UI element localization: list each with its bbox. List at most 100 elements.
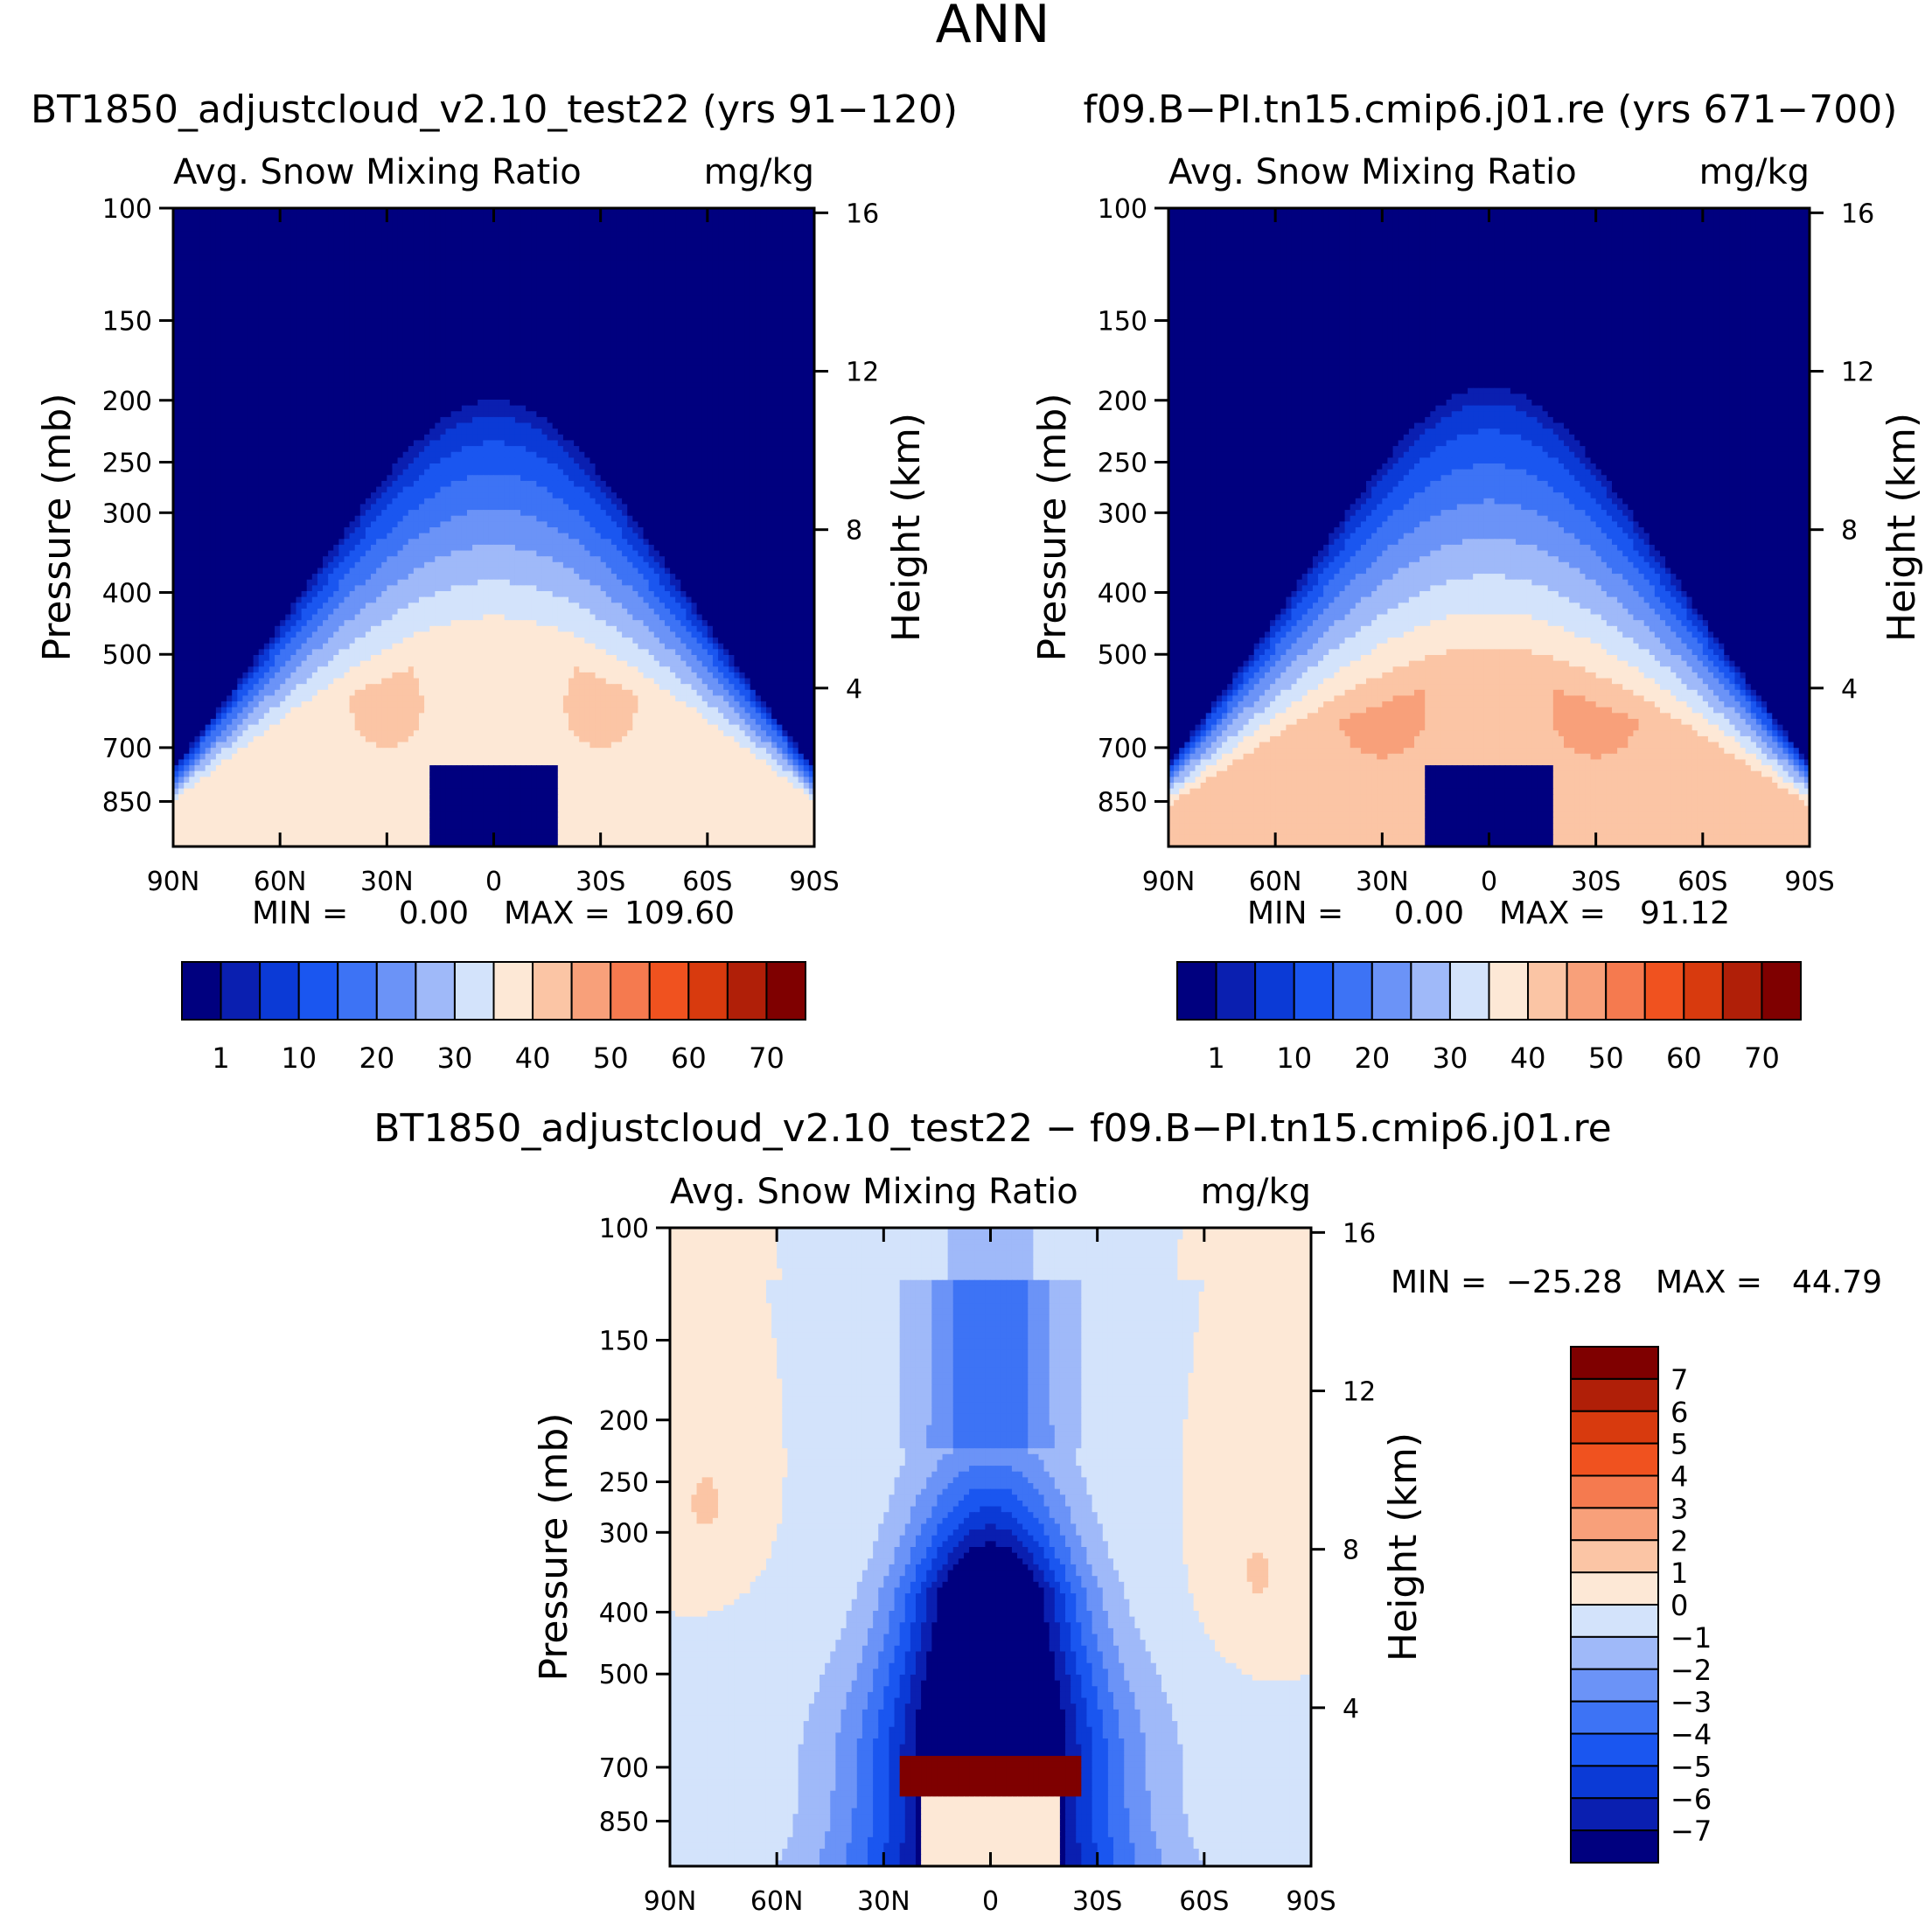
field-cell	[568, 405, 575, 412]
field-cell	[670, 330, 676, 337]
field-cell	[808, 382, 814, 389]
field-cell	[285, 277, 291, 284]
field-cell	[616, 219, 623, 226]
field-cell	[402, 422, 409, 429]
field-cell	[622, 260, 628, 267]
field-cell	[210, 336, 217, 343]
field-cell	[520, 318, 527, 325]
field-cell	[509, 312, 516, 319]
field-cell	[499, 283, 506, 290]
field-cell	[189, 365, 196, 372]
field-cell	[354, 411, 361, 418]
field-cell	[269, 405, 276, 412]
field-cell	[718, 336, 724, 343]
field-cell	[365, 301, 372, 308]
field-cell	[258, 347, 265, 354]
field-cell	[478, 359, 484, 366]
field-cell	[184, 318, 190, 325]
field-cell	[499, 400, 506, 407]
field-cell	[376, 347, 382, 354]
field-cell	[397, 365, 404, 372]
field-cell	[707, 266, 714, 273]
field-cell	[381, 330, 387, 337]
field-cell	[712, 434, 719, 442]
field-cell	[285, 237, 291, 244]
field-cell	[178, 440, 185, 447]
field-cell	[595, 306, 602, 314]
field-cell	[280, 295, 286, 302]
field-cell	[199, 336, 206, 343]
field-cell	[755, 365, 762, 372]
field-cell	[787, 266, 794, 273]
field-cell	[755, 405, 762, 412]
field-cell	[199, 434, 206, 442]
field-cell	[514, 248, 521, 255]
field-cell	[280, 434, 286, 442]
field-cell	[664, 376, 671, 383]
field-cell	[568, 336, 575, 343]
field-cell	[520, 306, 527, 314]
field-cell	[483, 301, 489, 308]
field-cell	[306, 434, 313, 442]
field-cell	[344, 376, 351, 383]
field-cell	[344, 254, 351, 261]
field-cell	[445, 394, 452, 401]
field-cell	[493, 231, 500, 238]
field-cell	[782, 237, 789, 244]
field-cell	[574, 405, 580, 412]
field-cell	[237, 428, 244, 435]
field-cell	[739, 416, 746, 424]
field-cell	[595, 225, 602, 233]
field-cell	[744, 260, 751, 267]
field-cell	[194, 242, 201, 250]
field-cell	[466, 382, 473, 389]
field-cell	[653, 405, 660, 412]
field-cell	[344, 416, 351, 424]
field-cell	[381, 324, 387, 331]
field-cell	[675, 352, 681, 360]
field-cell	[707, 434, 714, 442]
field-cell	[782, 394, 789, 401]
field-cell	[306, 440, 313, 447]
field-cell	[285, 248, 291, 255]
field-cell	[189, 336, 196, 343]
field-cell	[418, 446, 425, 453]
field-cell	[237, 352, 244, 360]
field-cell	[616, 336, 623, 343]
field-cell	[359, 254, 366, 261]
field-cell	[397, 306, 404, 314]
field-cell	[514, 359, 521, 366]
field-cell	[787, 231, 794, 238]
field-cell	[526, 237, 532, 244]
field-cell	[729, 428, 735, 435]
field-cell	[483, 248, 489, 255]
field-cell	[461, 336, 468, 343]
field-cell	[338, 382, 345, 389]
field-cell	[514, 434, 521, 442]
field-cell	[600, 394, 607, 401]
field-cell	[541, 208, 548, 215]
field-cell	[536, 318, 543, 325]
field-cell	[429, 352, 436, 360]
field-cell	[509, 365, 516, 372]
field-cell	[605, 347, 612, 354]
field-cell	[397, 376, 404, 383]
field-cell	[408, 382, 415, 389]
field-cell	[317, 387, 324, 394]
field-cell	[771, 347, 778, 354]
field-cell	[739, 312, 746, 319]
field-cell	[493, 416, 500, 424]
field-cell	[344, 352, 351, 360]
field-cell	[418, 283, 425, 290]
field-cell	[552, 295, 559, 302]
field-cell	[670, 387, 676, 394]
field-cell	[734, 318, 741, 325]
field-cell	[504, 411, 511, 418]
field-cell	[739, 341, 746, 348]
field-cell	[766, 272, 772, 279]
field-cell	[600, 428, 607, 435]
field-cell	[547, 428, 554, 435]
field-cell	[402, 231, 409, 238]
field-cell	[808, 213, 814, 220]
field-cell	[402, 237, 409, 244]
